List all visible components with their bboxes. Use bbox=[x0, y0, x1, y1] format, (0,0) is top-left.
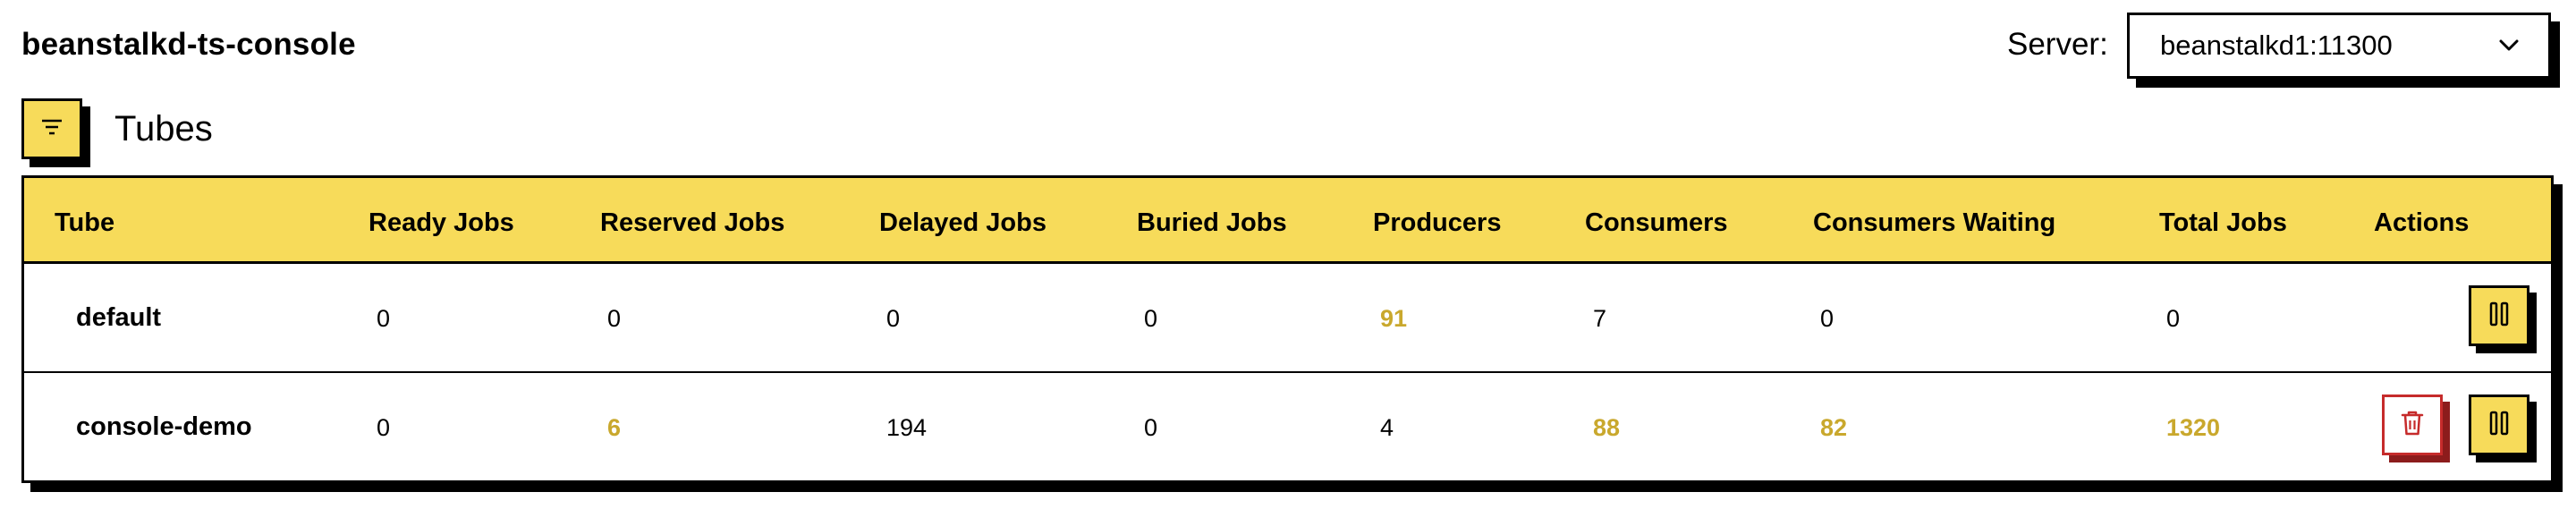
consumers-waiting: 82 bbox=[1820, 414, 1848, 441]
consumers: 7 bbox=[1593, 305, 1607, 332]
header-consumers: Consumers bbox=[1585, 208, 1728, 237]
header-total-jobs: Total Jobs bbox=[2159, 208, 2287, 237]
pause-tube-button[interactable] bbox=[2469, 285, 2529, 346]
buried-jobs: 0 bbox=[1144, 305, 1158, 332]
ready-jobs: 0 bbox=[377, 414, 391, 441]
tube-name[interactable]: default bbox=[76, 303, 162, 332]
pause-icon bbox=[2488, 301, 2510, 331]
server-select-value: beanstalkd1:11300 bbox=[2160, 30, 2393, 61]
server-label: Server: bbox=[2007, 27, 2108, 62]
header-consumers-waiting: Consumers Waiting bbox=[1813, 208, 2056, 237]
total-jobs: 1320 bbox=[2166, 414, 2221, 441]
tubes-table: Tube Ready Jobs Reserved Jobs Delayed Jo… bbox=[21, 175, 2554, 483]
header-ready-jobs: Ready Jobs bbox=[369, 208, 514, 237]
chevron-down-icon bbox=[2496, 33, 2521, 58]
filter-button[interactable] bbox=[21, 98, 82, 159]
header-reserved-jobs: Reserved Jobs bbox=[600, 208, 785, 237]
consumers-waiting: 0 bbox=[1820, 305, 1835, 332]
tube-name[interactable]: console-demo bbox=[76, 412, 252, 441]
header-delayed-jobs: Delayed Jobs bbox=[879, 208, 1046, 237]
filter-icon bbox=[40, 118, 64, 140]
section-title: Tubes bbox=[114, 109, 213, 148]
table-header: Tube Ready Jobs Reserved Jobs Delayed Jo… bbox=[24, 178, 2551, 264]
consumers: 88 bbox=[1593, 414, 1621, 441]
delayed-jobs: 0 bbox=[886, 305, 901, 332]
producers: 4 bbox=[1380, 414, 1394, 441]
header-tube: Tube bbox=[55, 208, 115, 237]
header-producers: Producers bbox=[1373, 208, 1502, 237]
producers: 91 bbox=[1380, 305, 1408, 332]
pause-tube-button[interactable] bbox=[2469, 394, 2529, 455]
reserved-jobs: 0 bbox=[607, 305, 622, 332]
header-actions: Actions bbox=[2374, 208, 2470, 237]
delete-tube-button[interactable] bbox=[2382, 394, 2443, 455]
table-row: default 0 0 0 0 91 7 0 0 bbox=[24, 264, 2551, 373]
ready-jobs: 0 bbox=[377, 305, 391, 332]
app-title: beanstalkd-ts-console bbox=[21, 27, 356, 62]
buried-jobs: 0 bbox=[1144, 414, 1158, 441]
trash-icon bbox=[2401, 410, 2424, 441]
reserved-jobs: 6 bbox=[607, 414, 622, 441]
pause-icon bbox=[2488, 411, 2510, 440]
table-row: console-demo 0 6 194 0 4 88 82 1320 bbox=[24, 373, 2551, 482]
header-buried-jobs: Buried Jobs bbox=[1137, 208, 1287, 237]
server-select[interactable]: beanstalkd1:11300 bbox=[2127, 13, 2551, 79]
delayed-jobs: 194 bbox=[886, 414, 928, 441]
total-jobs: 0 bbox=[2166, 305, 2181, 332]
